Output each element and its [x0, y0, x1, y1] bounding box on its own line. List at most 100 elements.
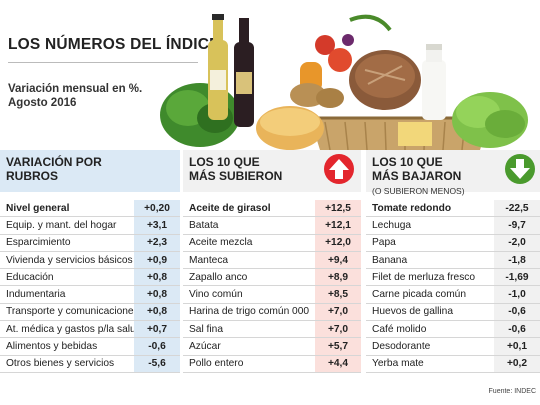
table-row: Banana -1,8	[366, 251, 540, 270]
subtitle-line-2: Agosto 2016	[8, 97, 77, 109]
row-value: -5,6	[134, 355, 180, 372]
rubros-header-line-1: VARIACIÓN POR	[6, 155, 102, 169]
row-value: -22,5	[494, 200, 540, 217]
row-value: -1,8	[494, 251, 540, 269]
row-label: Huevos de gallina	[372, 306, 453, 318]
rubros-table: Nivel general +0,20 Equip. y mant. del hog…	[0, 200, 180, 373]
table-row: Transporte y comunicaciones +0,8	[0, 303, 180, 322]
row-label: Vivienda y servicios básicos	[6, 254, 133, 266]
table-row: Nivel general +0,20	[0, 200, 180, 218]
row-label: Transporte y comunicaciones	[6, 306, 134, 318]
row-label: Educación	[6, 271, 54, 283]
table-row: Papa -2,0	[366, 234, 540, 252]
row-value: +0,7	[134, 321, 180, 338]
row-label: Papa	[372, 237, 396, 249]
row-value: -0,6	[494, 321, 540, 338]
row-label: Café molido	[372, 323, 427, 335]
row-label: Azúcar	[189, 341, 221, 353]
row-value: +12,1	[315, 217, 361, 234]
row-value: +0,9	[134, 251, 180, 269]
row-value: +5,7	[315, 338, 361, 355]
arrow-up-icon	[324, 154, 354, 184]
row-value: +8,5	[315, 286, 361, 303]
table-row: Harina de trigo común 000 +7,0	[183, 303, 361, 322]
row-label: Aceite mezcla	[189, 237, 253, 249]
row-value: -9,7	[494, 217, 540, 234]
row-value: -1,0	[494, 286, 540, 303]
table-row: Lechuga -9,7	[366, 217, 540, 235]
row-value: -0,6	[134, 338, 180, 355]
row-value: +3,1	[134, 217, 180, 234]
table-row: Zapallo anco +8,9	[183, 269, 361, 287]
table-row: Yerba mate +0,2	[366, 355, 540, 373]
row-label: Lechuga	[372, 219, 412, 231]
row-value: -1,69	[494, 269, 540, 286]
row-value: +0,8	[134, 286, 180, 303]
row-label: At. médica y gastos p/la salud	[6, 323, 134, 335]
table-row: Equip. y mant. del hogar +3,1	[0, 217, 180, 235]
row-value: +0,1	[494, 338, 540, 355]
row-label: Esparcimiento	[6, 237, 71, 249]
row-label: Yerba mate	[372, 358, 424, 370]
bajaron-table: Tomate redondo -22,5 Lechuga -9,7 Papa -2,0 Ba…	[366, 200, 540, 373]
row-value: +8,9	[315, 269, 361, 286]
bajaron-note: (O SUBIERON MENOS)	[372, 186, 465, 196]
table-row: Aceite de girasol +12,5	[183, 200, 361, 218]
row-value: +12,5	[315, 200, 361, 217]
table-row: Manteca +9,4	[183, 251, 361, 270]
table-row: Vivienda y servicios básicos +0,9	[0, 251, 180, 270]
bajaron-header-line-1: LOS 10 QUE	[372, 155, 443, 169]
table-row: Filet de merluza fresco -1,69	[366, 269, 540, 287]
table-row: Batata +12,1	[183, 217, 361, 235]
row-label: Tomate redondo	[372, 202, 452, 214]
row-value: +0,8	[134, 269, 180, 286]
row-label: Manteca	[189, 254, 229, 266]
row-label: Batata	[189, 219, 219, 231]
row-label: Vino común	[189, 289, 243, 301]
row-value: +0,2	[494, 355, 540, 372]
food-basket-illustration	[160, 14, 528, 150]
table-row: Otros bienes y servicios -5,6	[0, 355, 180, 373]
row-value: +9,4	[315, 251, 361, 269]
table-row: Azúcar +5,7	[183, 338, 361, 356]
table-row: Carne picada común -1,0	[366, 286, 540, 304]
table-row: Educación +0,8	[0, 269, 180, 287]
row-value: +7,0	[315, 321, 361, 338]
row-value: +12,0	[315, 234, 361, 251]
table-row: Huevos de gallina -0,6	[366, 303, 540, 322]
subtitle: Variación mensual en %. Agosto 2016	[8, 82, 168, 110]
table-row: Desodorante +0,1	[366, 338, 540, 356]
source-note: Fuente: INDEC	[488, 388, 536, 395]
table-row: Pollo entero +4,4	[183, 355, 361, 373]
table-row: Esparcimiento +2,3	[0, 234, 180, 252]
bajaron-header-line-2: MÁS BAJARON	[372, 169, 462, 183]
arrow-down-icon	[505, 154, 535, 184]
subieron-table: Aceite de girasol +12,5 Batata +12,1 Aceite …	[183, 200, 361, 373]
row-label: Pollo entero	[189, 358, 244, 370]
row-label: Equip. y mant. del hogar	[6, 219, 117, 231]
row-value: -0,6	[494, 303, 540, 321]
row-label: Banana	[372, 254, 408, 266]
row-label: Sal fina	[189, 323, 223, 335]
page-title: LOS NÚMEROS DEL ÍNDICE	[8, 36, 220, 53]
row-value: +0,20	[134, 200, 180, 217]
row-label: Aceite de girasol	[189, 202, 271, 214]
row-label: Zapallo anco	[189, 271, 248, 283]
table-row: Alimentos y bebidas -0,6	[0, 338, 180, 356]
row-label: Nivel general	[6, 202, 70, 214]
subieron-header-line-2: MÁS SUBIERON	[189, 169, 283, 183]
row-value: +0,8	[134, 303, 180, 321]
table-row: Indumentaria +0,8	[0, 286, 180, 304]
row-label: Filet de merluza fresco	[372, 271, 476, 283]
row-label: Carne picada común	[372, 289, 467, 301]
row-value: +7,0	[315, 303, 361, 321]
row-value: +4,4	[315, 355, 361, 372]
row-label: Desodorante	[372, 341, 431, 353]
table-row: Aceite mezcla +12,0	[183, 234, 361, 252]
rubros-header: VARIACIÓN POR RUBROS	[0, 150, 180, 192]
table-row: Sal fina +7,0	[183, 321, 361, 339]
subieron-header-line-1: LOS 10 QUE	[189, 155, 260, 169]
row-label: Alimentos y bebidas	[6, 341, 98, 353]
table-row: Vino común +8,5	[183, 286, 361, 304]
rubros-header-line-2: RUBROS	[6, 169, 59, 183]
